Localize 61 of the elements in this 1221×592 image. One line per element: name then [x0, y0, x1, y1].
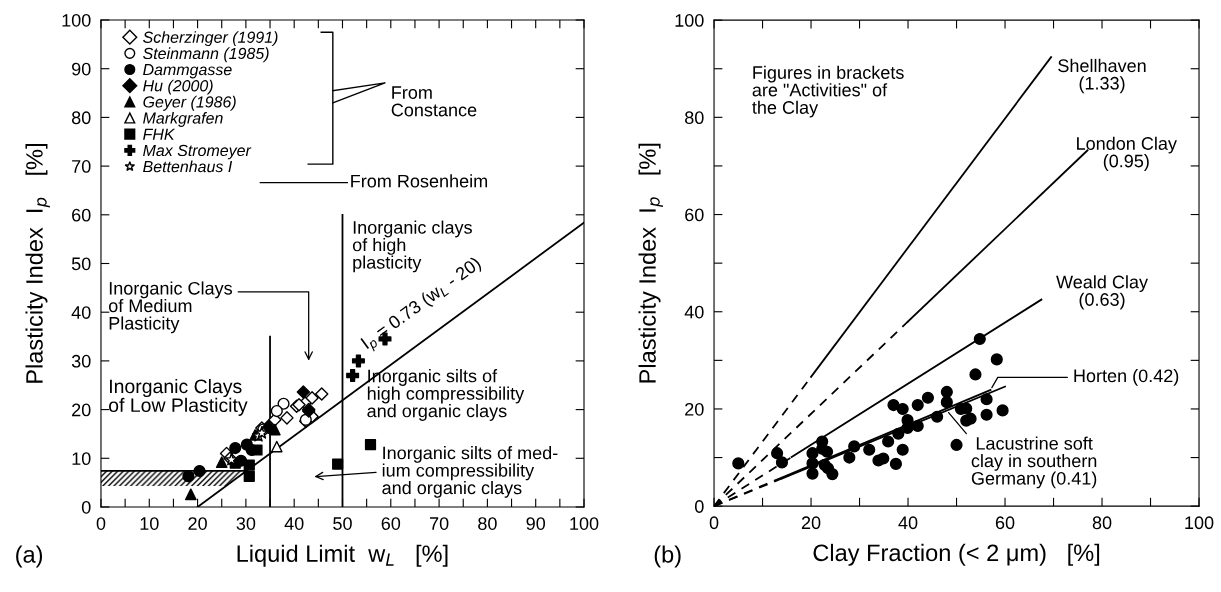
annotation: Lacustrine soft clay in southern Germany (0.41) — [971, 436, 1097, 489]
annotation: Horten (0.42) — [1074, 368, 1179, 386]
y-tick-label: 20 — [685, 402, 704, 416]
y-tick-label: 100 — [675, 14, 704, 27]
y-tick-label: 0 — [81, 500, 91, 514]
x-tick-label: 0 — [709, 516, 719, 530]
x-tick-label: 0 — [96, 517, 106, 530]
text: Plasticity Index I$_{p}$ [%] — [25, 144, 50, 383]
annotation: Shellhaven (1.33) — [1058, 58, 1146, 94]
x-tick-label: 50 — [333, 517, 352, 530]
x-tick-label: 80 — [1092, 516, 1112, 530]
x-tick-label: 20 — [188, 517, 207, 530]
text: Plasticity Index I$_{p}$ [%] — [638, 143, 663, 383]
x-tick-label: 90 — [526, 517, 546, 530]
legend-label: FHK — [143, 128, 176, 140]
y-tick-label: 50 — [71, 257, 91, 271]
x-tick-label: 80 — [478, 517, 497, 530]
x-tick-label: 10 — [140, 517, 159, 530]
annotation: Inorganic silts of high compressibility and organic clays — [367, 369, 525, 421]
y-tick-label: 40 — [71, 306, 91, 319]
legend-label: Geyer (1986) — [143, 95, 236, 111]
y-tick-label: 60 — [685, 208, 704, 222]
legend-label: Bettenhaus I — [143, 160, 233, 173]
text: (a) — [16, 545, 43, 568]
y-tick-label: 80 — [71, 111, 91, 125]
legend-label: Hu (2000) — [143, 79, 213, 95]
annotation: From Constance — [391, 86, 477, 117]
text: Liquid Limit w$_{L}$ [%] — [237, 544, 448, 567]
y-tick-label: 30 — [71, 354, 91, 368]
text: (b) — [654, 545, 681, 568]
legend-label: Dammgasse — [143, 64, 232, 79]
y-tick-label: 0 — [694, 500, 704, 513]
legend-label: Scherzinger (1991) — [143, 31, 278, 47]
x-tick-label: 100 — [1185, 516, 1214, 530]
annotation: From Rosenheim — [351, 174, 488, 188]
x-tick-label: 100 — [570, 517, 599, 530]
y-tick-label: 100 — [62, 13, 91, 27]
y-tick-label: 90 — [72, 62, 91, 76]
x-tick-label: 60 — [381, 517, 401, 530]
annotation: Inorganic Clays of Medium Plasticity — [108, 281, 233, 334]
x-axis-title: Clay Fraction (< 2 μm) [%] — [813, 543, 1100, 566]
y-tick-label: 40 — [684, 305, 704, 319]
x-tick-label: 40 — [898, 516, 918, 530]
legend-label: Steinmann (1985) — [143, 47, 269, 63]
annotation: Inorganic Clays of Low Plasticity — [109, 378, 248, 416]
x-tick-label: 30 — [236, 517, 256, 530]
y-tick-label: 60 — [72, 208, 91, 222]
annotation: London Clay (0.95) — [1077, 136, 1177, 171]
annotation: Figures in brackets are "Activities" of the Clay — [752, 65, 904, 118]
y-tick-label: 20 — [72, 403, 91, 417]
x-tick-label: 70 — [429, 517, 449, 530]
legend-label: Max Stromeyer — [143, 144, 252, 160]
x-tick-label: 40 — [284, 517, 304, 530]
x-tick-label: 20 — [801, 516, 821, 530]
annotation: Inorganic silts of med- ium compressibility and organic clays — [382, 446, 558, 498]
x-tick-label: 60 — [995, 516, 1015, 530]
y-tick-label: 10 — [72, 452, 91, 466]
legend-label: Markgrafen — [143, 112, 223, 127]
y-tick-label: 80 — [685, 111, 704, 125]
y-tick-label: 70 — [72, 160, 91, 173]
annotation: Weald Clay (0.63) — [1056, 275, 1148, 310]
